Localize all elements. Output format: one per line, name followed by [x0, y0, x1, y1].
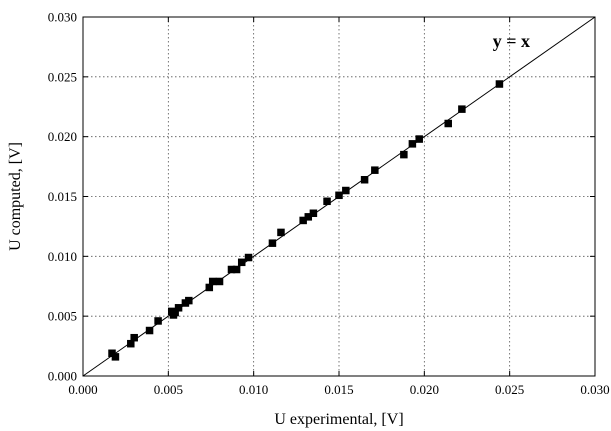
- data-point: [185, 296, 193, 305]
- x-tick-label: 0.000: [68, 382, 97, 397]
- data-point: [127, 339, 135, 348]
- y-tick-label: 0.020: [48, 129, 77, 144]
- y-tick-label: 0.030: [48, 10, 77, 25]
- data-point: [495, 80, 504, 88]
- x-axis-tick-labels: 0.000 0.005 0.010 0.015 0.020 0.025 0.030: [68, 382, 609, 397]
- data-points: [108, 80, 504, 361]
- x-tick-label: 0.030: [580, 382, 609, 397]
- x-tick-label: 0.015: [324, 382, 353, 397]
- data-point: [408, 140, 417, 148]
- data-point: [215, 277, 224, 286]
- data-point: [130, 333, 138, 342]
- data-point: [304, 213, 313, 221]
- x-axis-label: U experimental, [V]: [274, 411, 403, 428]
- data-point: [205, 283, 214, 292]
- data-point: [323, 197, 331, 206]
- y-tick-label: 0.000: [48, 369, 77, 384]
- data-point: [299, 216, 307, 225]
- data-point: [208, 277, 217, 286]
- y-axis-label: U computed, [V]: [7, 142, 24, 251]
- data-point: [268, 239, 277, 247]
- y-tick-label: 0.015: [48, 189, 77, 204]
- data-point: [244, 253, 253, 262]
- data-point: [111, 353, 120, 361]
- data-point: [174, 304, 183, 312]
- y-axis-tick-labels: 0.000 0.005 0.010 0.015 0.020 0.025 0.030: [48, 10, 77, 384]
- axis-ticks: [82, 16, 596, 377]
- data-point: [277, 228, 285, 237]
- y-tick-label: 0.025: [48, 69, 77, 84]
- data-point: [171, 308, 179, 317]
- data-point: [145, 326, 154, 335]
- data-point: [360, 175, 369, 184]
- x-tick-label: 0.020: [410, 382, 439, 397]
- data-point: [400, 150, 408, 159]
- data-point: [309, 209, 318, 218]
- x-tick-label: 0.025: [495, 382, 524, 397]
- y-tick-label: 0.010: [48, 249, 77, 264]
- data-point: [154, 317, 162, 325]
- y-tick-label: 0.005: [48, 309, 77, 324]
- reference-line-label: y = x: [493, 31, 530, 51]
- data-point: [335, 191, 343, 200]
- data-point: [237, 258, 246, 267]
- data-point: [371, 166, 379, 174]
- x-tick-label: 0.010: [239, 382, 268, 397]
- data-point: [227, 265, 236, 274]
- data-point: [444, 119, 452, 128]
- data-point: [458, 105, 466, 113]
- x-tick-label: 0.005: [154, 382, 183, 397]
- data-point: [232, 265, 241, 274]
- data-point: [415, 135, 423, 143]
- data-point: [342, 186, 350, 195]
